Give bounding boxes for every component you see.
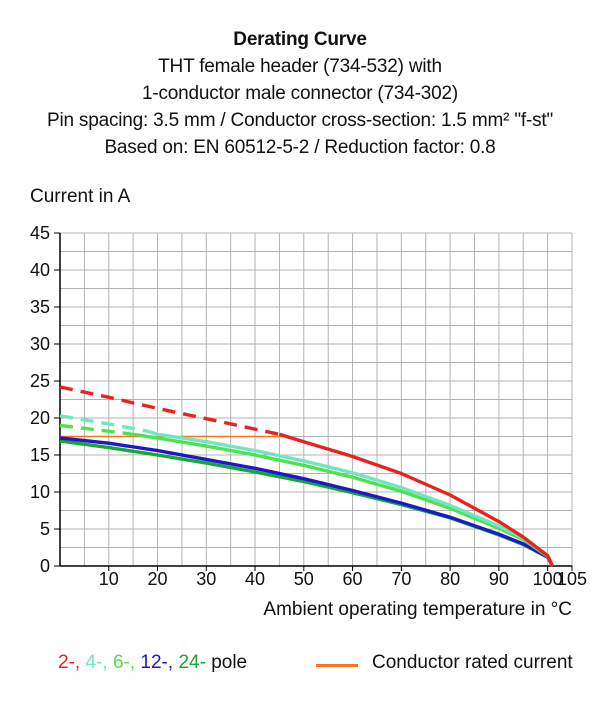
x-tick-label: 90: [489, 569, 509, 589]
legend-sep: ,: [74, 652, 86, 673]
legend-pole-12: 12-: [140, 652, 168, 673]
legend-sep: ,: [129, 652, 141, 673]
x-tick-label: 70: [391, 569, 411, 589]
x-tick-label: 10: [99, 569, 119, 589]
chart-subtitle-line-1: THT female header (734-532) with: [158, 56, 442, 77]
chart-subtitle-line-2: 1-conductor male connector (734-302): [142, 83, 458, 104]
chart-title-block: Derating Curve THT female header (734-53…: [0, 26, 600, 161]
legend-pole-6: 6-: [112, 652, 130, 673]
y-tick-label: 25: [30, 371, 50, 391]
x-tick-label: 105: [557, 569, 587, 589]
series-4-dashed-line: [59, 414, 149, 433]
chart-subtitle-line-4: Based on: EN 60512-5-2 / Reduction facto…: [104, 137, 496, 158]
x-tick-label: 100: [533, 569, 563, 589]
series-6-dashed-line: [59, 423, 134, 436]
series-12-line: [59, 436, 554, 567]
series-2-line: [278, 432, 555, 567]
chart-title: Derating Curve: [233, 29, 367, 50]
legend-rated-swatch: [316, 664, 358, 667]
y-tick-label: 30: [30, 334, 50, 354]
x-axis-label: Ambient operating temperature in °C: [263, 599, 572, 620]
legend-poles-suffix: pole: [211, 652, 248, 673]
x-tick-label: 20: [148, 569, 168, 589]
chart-subtitle-line-3: Pin spacing: 3.5 mm / Conductor cross-se…: [46, 110, 553, 131]
legend-pole-24: 24-: [178, 652, 206, 673]
series-4-line: [147, 429, 555, 567]
y-tick-label: 15: [30, 445, 50, 465]
legend-pole-4: 4-: [85, 652, 103, 673]
y-axis-label: Current in A: [30, 186, 131, 207]
y-tick-label: 40: [30, 260, 50, 280]
legend: 2-, 4-, 6-, 12-, 24- pole Conductor rate…: [0, 652, 600, 680]
y-tick-label: 0: [40, 556, 50, 576]
series-2-dashed-line: [59, 385, 280, 436]
legend-sep: ,: [167, 652, 179, 673]
legend-poles: 2-, 4-, 6-, 12-, 24- pole: [58, 652, 247, 674]
y-tick-label: 20: [30, 408, 50, 428]
y-tick-label: 10: [30, 482, 50, 502]
x-tick-label: 50: [294, 569, 314, 589]
y-tick-label: 45: [30, 223, 50, 243]
x-tick-label: 80: [440, 569, 460, 589]
legend-sep: ,: [102, 652, 113, 673]
x-tick-label: 30: [196, 569, 216, 589]
legend-rated-label: Conductor rated current: [372, 652, 573, 673]
y-tick-label: 35: [30, 297, 50, 317]
legend-pole-2: 2-: [58, 652, 75, 673]
x-tick-label: 60: [343, 569, 363, 589]
x-tick-label: 40: [245, 569, 265, 589]
y-tick-label: 5: [40, 519, 50, 539]
